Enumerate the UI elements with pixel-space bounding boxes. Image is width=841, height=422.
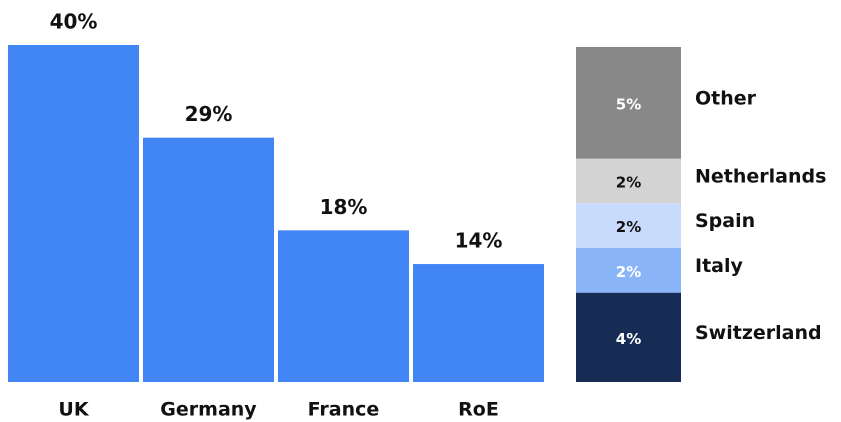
legend-label: Switzerland [695, 322, 822, 344]
segment-value-label: 2% [616, 263, 641, 281]
bar-value-label: 18% [320, 195, 368, 219]
stack-segment [576, 292, 681, 382]
bar [143, 137, 274, 382]
segment-value-label: 5% [616, 95, 641, 113]
stack-segment [576, 158, 681, 204]
segment-value-label: 2% [616, 218, 641, 236]
legend-label: Italy [695, 255, 743, 277]
legend-label: Other [695, 87, 757, 109]
stack-segment [576, 248, 681, 293]
category-label: RoE [458, 399, 499, 421]
bar-value-label: 29% [185, 102, 233, 126]
stack-segment [576, 47, 681, 159]
category-label: UK [58, 399, 89, 421]
category-label: France [308, 399, 380, 421]
bar-value-label: 14% [455, 229, 503, 253]
bar-value-label: 40% [50, 10, 98, 34]
category-label: Germany [160, 399, 257, 421]
legend-label: Netherlands [695, 166, 826, 188]
bar [278, 230, 409, 382]
bar [8, 45, 139, 382]
legend-label: Spain [695, 210, 755, 232]
bar [413, 264, 544, 382]
segment-value-label: 2% [616, 174, 641, 192]
segment-value-label: 4% [616, 330, 641, 348]
stack-segment [576, 203, 681, 248]
